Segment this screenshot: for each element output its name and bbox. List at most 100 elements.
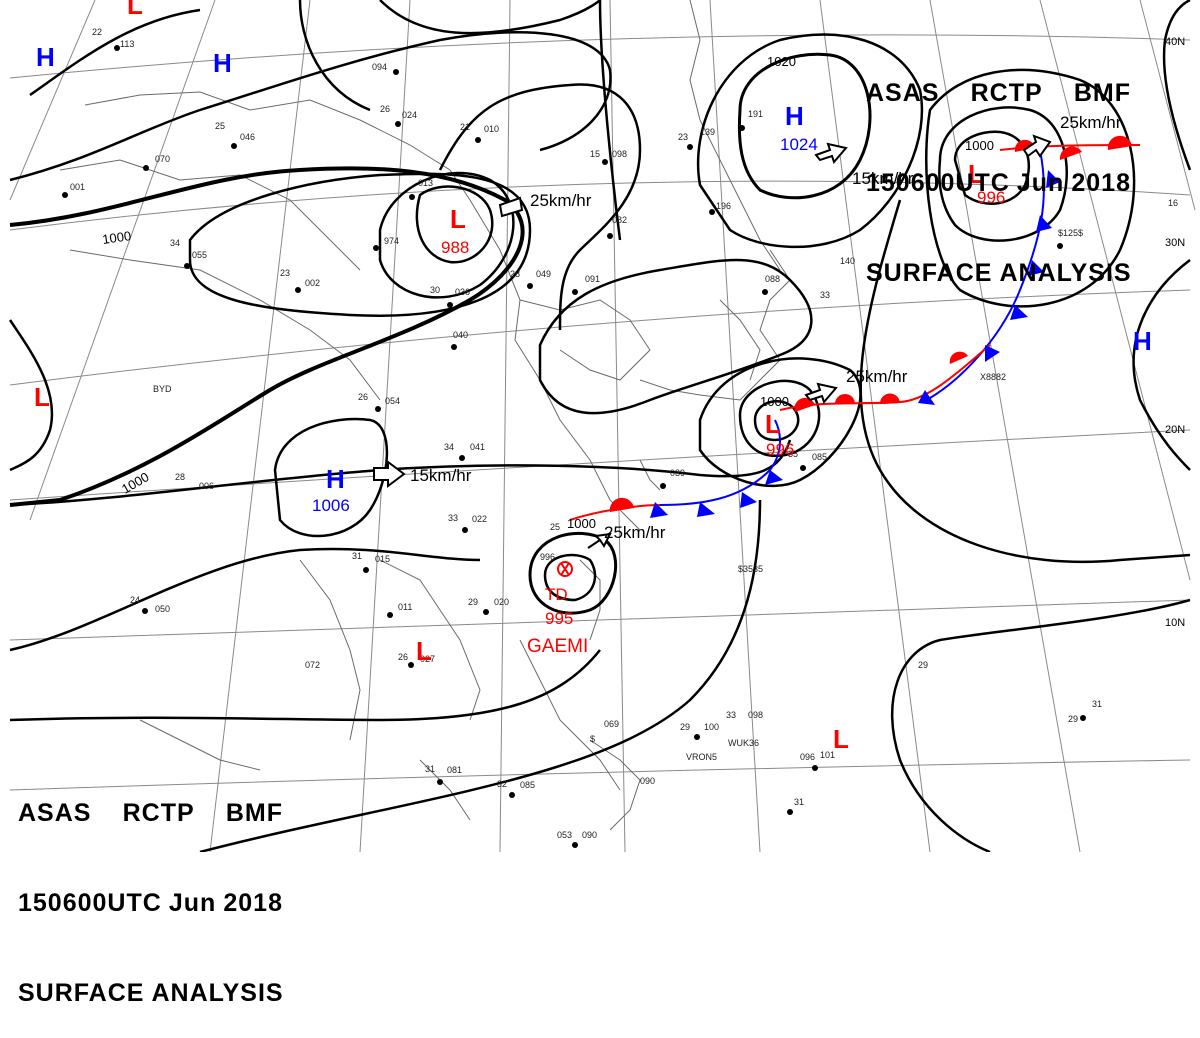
td-pressure: 995 [545,609,573,628]
isobar [8,319,54,472]
low-center-letter: L [450,204,466,234]
station-value: 046 [240,132,255,142]
isobar-label: 1000 [567,516,596,531]
weather-map: 25km/hr 15km/hr 25km/hr 25km/hr 15km/hr … [8,0,1196,852]
isobar [738,379,821,458]
isobar [698,357,862,488]
isobar [29,8,201,97]
station-value: 096 [800,752,815,762]
motion-label-group: 25km/hr 15km/hr 25km/hr 25km/hr 15km/hr … [410,113,1122,542]
isobars [8,0,1192,852]
station-value: 26 [398,652,408,662]
office-label: BMF [1073,79,1131,107]
datetime-row: 150600UTC Jun 2018 [18,888,283,918]
station-value: 070 [155,154,170,164]
office-label: BMF [225,799,283,827]
station-value: 25 [550,522,560,532]
isobar-label: 1000 [760,394,789,409]
station-value: 28 [510,269,520,279]
tropical-depression: TD 995 GAEMI [527,561,588,657]
station-value: 996 [540,552,555,562]
station-value: 23 [280,268,290,278]
station-value: 15 [590,149,600,159]
station-value: 001 [70,182,85,192]
station-value: 29 [468,597,478,607]
station-label: RCTP [970,79,1043,107]
station-label: RCTP [122,799,195,827]
station-value: 33 [448,513,458,523]
station-value: 006 [199,481,214,491]
station-value: 21 [460,122,470,132]
high-center-letter: H [1133,326,1152,356]
station-value: 098 [612,149,627,159]
station-value: 041 [470,442,485,452]
high-center-letter: H [326,464,345,494]
high-center-value: 1024 [780,135,818,154]
low-center-letter: L [968,159,984,189]
station-value: 22 [92,27,102,37]
station-value: 29 [918,660,928,670]
low-center-letter: L [833,724,849,754]
isobar [9,649,601,722]
datetime-row: 150600UTC Jun 2018 [866,168,1131,198]
td-name: GAEMI [527,636,588,657]
station-value: 196 [716,201,731,211]
station-value: 34 [170,238,180,248]
latitude-label-group: 40N 30N 20N 10N [1165,36,1185,629]
title-row: ASAS RCTP BMF [866,78,1131,108]
isobar-label-group: 1000 1000 1000 1020 1000 1000 [101,54,994,531]
station-value: 25 [215,121,225,131]
isobar [528,531,618,615]
latitude-label: 10N [1165,617,1185,629]
station-value: 30 [430,285,440,295]
coastlines [59,0,791,831]
cold-front-triangles [650,170,1060,518]
station-value: 29 [680,722,690,732]
isobar [938,106,1068,242]
station-value: 29 [1068,714,1078,724]
motion-label: 15km/hr [852,169,914,188]
graticule [9,0,1196,852]
station-value: 040 [453,330,468,340]
isobar [379,0,601,35]
low-center-value: 996 [977,188,1005,207]
isobar [298,0,371,112]
station-value: 100 [704,722,719,732]
datetime-label: 150600UTC [18,889,162,917]
station-value: 31 [794,797,804,807]
warm-front-semicircles [609,135,1132,512]
motion-label: 15km/hr [410,466,472,485]
station-value: 32 [497,779,507,789]
station-value: 013 [418,178,433,188]
isobar [438,83,642,331]
station-value: 020 [494,597,509,607]
station-value: X8882 [980,372,1006,382]
agency-label: ASAS [866,79,940,107]
latitude-label: 30N [1165,237,1185,249]
product-label: SURFACE ANALYSIS [866,259,1132,287]
station-value: 088 [765,274,780,284]
station-value: 039 [670,468,685,478]
title-block-bottom: ASAS RCTP BMF 150600UTC Jun 2018 SURFACE… [18,738,284,1038]
isobar [188,172,532,317]
isobar [273,417,389,538]
latitude-label: 40N [1165,36,1185,48]
fronts [569,135,1141,521]
station-plots: 22 113 094 26 024 21 010 013 974 046 25 … [70,27,1178,840]
isobar-label: 1000 [101,228,132,247]
year-label: 2018 [223,889,283,917]
cold-front [929,149,1045,399]
station-markers [62,45,1086,848]
isobar [9,439,792,507]
isobar [538,258,813,415]
station-value: 082 [612,215,627,225]
station-value: $ [590,734,595,744]
high-center-letter: H [785,101,804,131]
isobar [891,598,1191,852]
station-value: 090 [640,776,655,786]
station-value: 101 [820,750,835,760]
station-value: 081 [447,765,462,775]
station-value: 16 [1168,198,1178,208]
station-value: BYD [153,384,172,394]
isobar [925,68,1136,308]
